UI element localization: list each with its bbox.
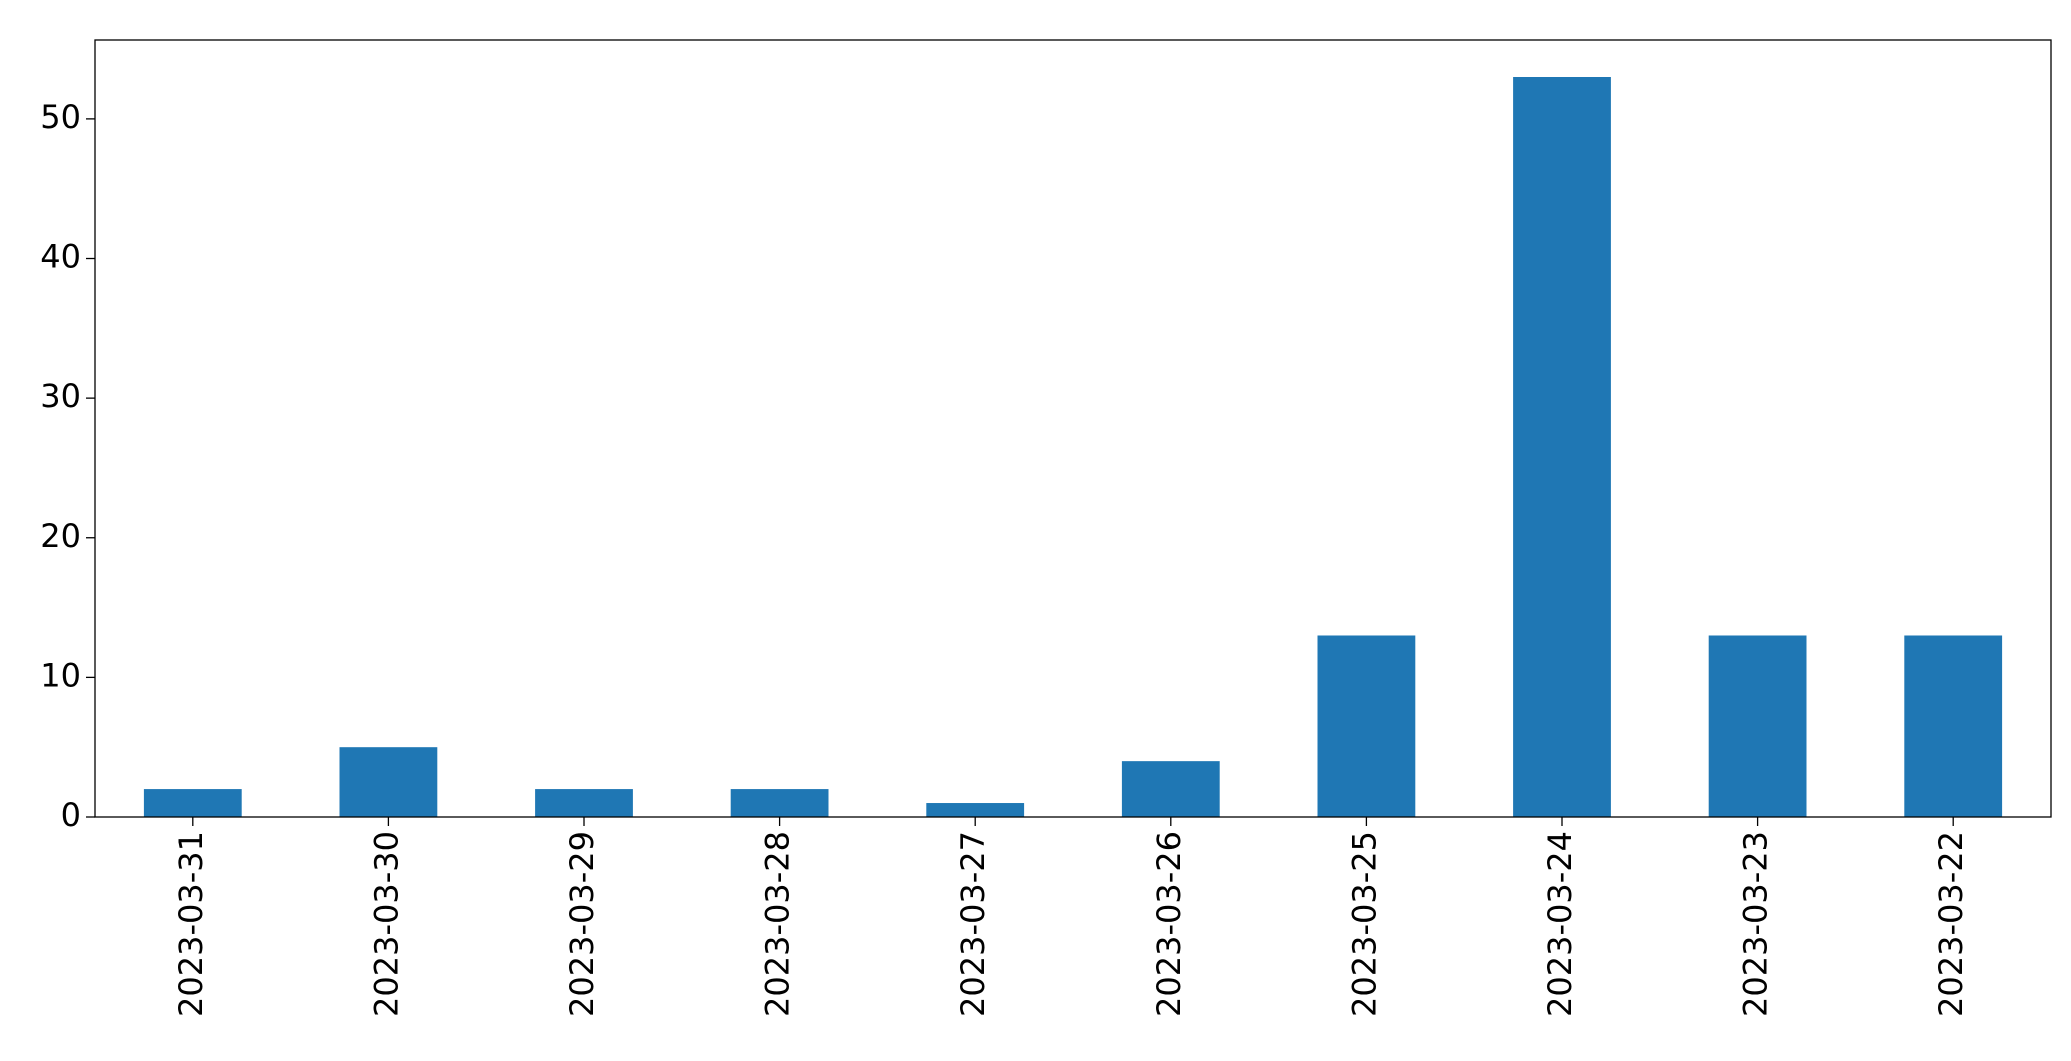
x-tick-label: 2023-03-24 xyxy=(1541,831,1579,1017)
bar xyxy=(1513,77,1611,817)
x-tick-label: 2023-03-22 xyxy=(1932,831,1970,1017)
x-tick-label: 2023-03-29 xyxy=(563,831,601,1017)
bar xyxy=(339,747,438,817)
bar xyxy=(143,789,242,817)
bar xyxy=(1904,635,2003,817)
plot-frame xyxy=(94,39,2052,818)
bar xyxy=(535,789,633,817)
y-tick-label: 30 xyxy=(40,377,81,415)
bar xyxy=(1121,761,1220,817)
x-tick-label: 2023-03-23 xyxy=(1737,831,1775,1017)
bar xyxy=(730,789,829,817)
bar xyxy=(926,803,1025,817)
x-tick-label: 2023-03-28 xyxy=(759,831,797,1017)
x-tick-label: 2023-03-25 xyxy=(1345,831,1383,1017)
y-tick-label: 0 xyxy=(61,796,81,834)
y-tick-label: 20 xyxy=(40,517,81,555)
y-tick-label: 50 xyxy=(40,98,81,136)
y-tick-label: 40 xyxy=(40,238,81,276)
y-tick-label: 10 xyxy=(40,656,81,694)
x-tick-label: 2023-03-31 xyxy=(172,831,210,1017)
x-tick-label: 2023-03-27 xyxy=(954,831,992,1017)
x-tick-label: 2023-03-30 xyxy=(367,831,405,1017)
bar xyxy=(1317,635,1416,817)
x-tick-label: 2023-03-26 xyxy=(1150,831,1188,1017)
bar xyxy=(1708,635,1807,817)
